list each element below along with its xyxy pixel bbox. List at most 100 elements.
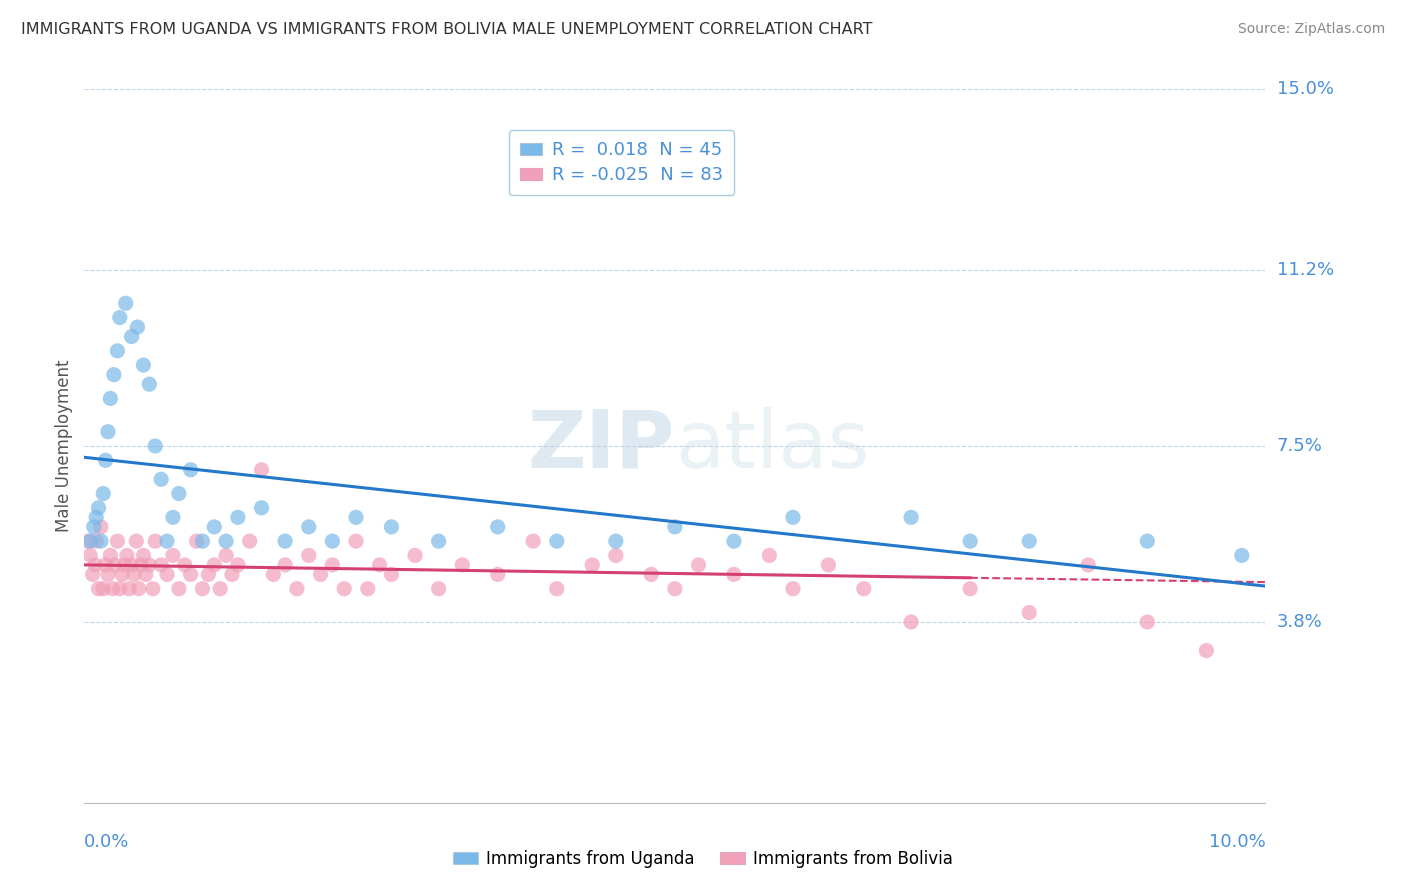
Point — [404, 549, 426, 563]
Legend: R =  0.018  N = 45, R = -0.025  N = 83: R = 0.018 N = 45, R = -0.025 N = 83 — [509, 130, 734, 195]
Point — [226, 510, 249, 524]
Point — [82, 567, 104, 582]
Point — [274, 558, 297, 572]
Point — [191, 534, 214, 549]
Point — [522, 534, 544, 549]
Point — [321, 534, 343, 549]
Point — [118, 582, 141, 596]
Point — [197, 567, 219, 582]
Point — [87, 582, 110, 596]
Point — [98, 549, 121, 563]
Point — [959, 534, 981, 549]
Point — [202, 558, 225, 572]
Point — [138, 377, 160, 392]
Point — [1195, 643, 1218, 657]
Point — [758, 549, 780, 563]
Point — [128, 582, 150, 596]
Point — [135, 567, 157, 582]
Point — [605, 534, 627, 549]
Point — [202, 520, 225, 534]
Point — [84, 534, 107, 549]
Point — [298, 549, 321, 563]
Point — [122, 567, 145, 582]
Point — [114, 558, 136, 572]
Point — [1136, 534, 1159, 549]
Point — [900, 615, 922, 629]
Point — [167, 486, 190, 500]
Point — [121, 329, 143, 343]
Point — [108, 310, 131, 325]
Point — [84, 558, 107, 572]
Point — [723, 534, 745, 549]
Text: 10.0%: 10.0% — [1209, 833, 1265, 851]
Point — [451, 558, 474, 572]
Text: 15.0%: 15.0% — [1277, 80, 1333, 98]
Point — [640, 567, 662, 582]
Y-axis label: Male Unemployment: Male Unemployment — [55, 359, 73, 533]
Point — [486, 520, 509, 534]
Point — [486, 567, 509, 582]
Point — [186, 534, 208, 549]
Point — [83, 520, 105, 534]
Point — [1077, 558, 1099, 572]
Point — [309, 567, 332, 582]
Point — [129, 558, 152, 572]
Point — [97, 425, 120, 439]
Point — [101, 582, 124, 596]
Point — [226, 558, 249, 572]
Point — [167, 582, 190, 596]
Point — [1230, 549, 1253, 563]
Point — [688, 558, 710, 572]
Point — [380, 520, 402, 534]
Point — [959, 582, 981, 596]
Point — [121, 558, 143, 572]
Point — [357, 582, 380, 596]
Point — [162, 510, 184, 524]
Point — [1136, 615, 1159, 629]
Point — [782, 582, 804, 596]
Text: IMMIGRANTS FROM UGANDA VS IMMIGRANTS FROM BOLIVIA MALE UNEMPLOYMENT CORRELATION : IMMIGRANTS FROM UGANDA VS IMMIGRANTS FRO… — [21, 22, 873, 37]
Point — [114, 296, 136, 310]
Point — [180, 463, 202, 477]
Legend: Immigrants from Uganda, Immigrants from Bolivia: Immigrants from Uganda, Immigrants from … — [446, 844, 960, 875]
Point — [239, 534, 262, 549]
Point — [344, 510, 367, 524]
Text: atlas: atlas — [675, 407, 869, 485]
Point — [91, 582, 114, 596]
Point — [98, 392, 121, 406]
Point — [191, 582, 214, 596]
Point — [298, 520, 321, 534]
Point — [173, 558, 195, 572]
Point — [156, 567, 179, 582]
Point — [664, 582, 686, 596]
Point — [108, 582, 131, 596]
Text: 0.0%: 0.0% — [84, 833, 129, 851]
Point — [103, 368, 125, 382]
Point — [79, 549, 101, 563]
Point — [115, 549, 138, 563]
Point — [132, 549, 155, 563]
Text: ZIP: ZIP — [527, 407, 675, 485]
Point — [90, 534, 112, 549]
Point — [546, 582, 568, 596]
Point — [852, 582, 875, 596]
Point — [427, 534, 450, 549]
Point — [127, 320, 149, 334]
Point — [605, 549, 627, 563]
Point — [250, 463, 273, 477]
Point — [900, 510, 922, 524]
Point — [817, 558, 839, 572]
Point — [125, 534, 148, 549]
Point — [262, 567, 284, 582]
Point — [321, 558, 343, 572]
Point — [150, 472, 173, 486]
Point — [94, 558, 117, 572]
Point — [723, 567, 745, 582]
Point — [180, 567, 202, 582]
Point — [143, 534, 166, 549]
Point — [87, 500, 110, 515]
Point — [138, 558, 160, 572]
Point — [368, 558, 391, 572]
Point — [546, 534, 568, 549]
Point — [91, 486, 114, 500]
